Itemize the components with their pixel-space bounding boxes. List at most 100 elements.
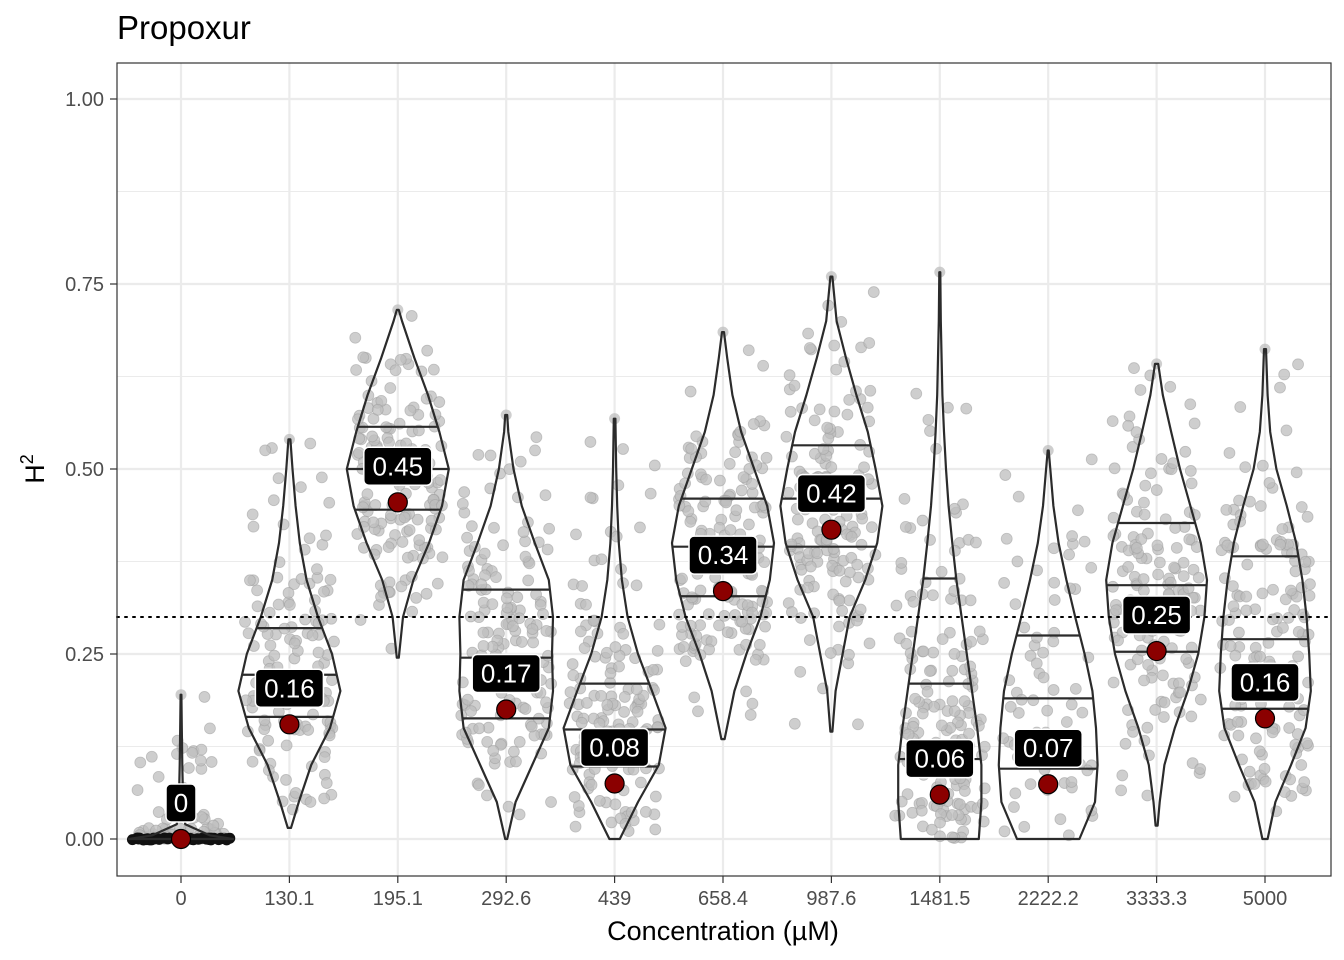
jitter-point (1250, 732, 1262, 745)
jitter-point (1150, 484, 1163, 496)
jitter-point (1138, 496, 1150, 509)
jitter-point (1253, 745, 1266, 758)
jitter-point (639, 806, 652, 818)
jitter-point (283, 599, 296, 611)
jitter-point (420, 587, 433, 600)
jitter-point (1152, 568, 1165, 581)
jitter-point (303, 532, 316, 545)
x-tick-label: 439 (598, 888, 631, 910)
jitter-point (306, 629, 319, 642)
jitter-point (856, 512, 869, 525)
jitter-point (541, 543, 554, 556)
jitter-point (264, 639, 277, 652)
jitter-point (526, 623, 539, 635)
jitter-point (1243, 765, 1256, 778)
jitter-point (677, 640, 690, 653)
jitter-point (500, 592, 513, 605)
jitter-point (788, 717, 801, 730)
jitter-point (604, 667, 617, 680)
jitter-point (634, 521, 646, 534)
jitter-point (576, 580, 588, 592)
jitter-point (272, 472, 285, 485)
y-axis-label-superscript: 2 (17, 454, 37, 464)
jitter-point (924, 665, 936, 677)
median-label-box (471, 653, 541, 694)
jitter-point (1107, 676, 1120, 689)
jitter-point (584, 491, 597, 504)
jitter-point (394, 353, 407, 366)
jitter-point (746, 606, 759, 619)
jitter-point (1292, 650, 1305, 663)
jitter-point (861, 401, 874, 414)
median-label-text: 0.34 (698, 540, 749, 570)
jitter-point (802, 327, 815, 340)
jitter-point (735, 484, 748, 497)
median-label: 0.07 (1013, 728, 1083, 768)
jitter-point (280, 739, 293, 752)
jitter-point (403, 524, 416, 536)
jitter-point (794, 665, 807, 678)
jitter-point (828, 405, 841, 418)
jitter-point (575, 716, 588, 729)
jitter-point (927, 646, 940, 659)
x-tick-label: 5000 (1243, 888, 1288, 910)
median-label: 0.08 (579, 727, 650, 768)
jitter-point (383, 436, 395, 449)
jitter-point (749, 653, 762, 666)
jitter-point (843, 594, 856, 607)
jitter-point (433, 396, 446, 408)
median-label-box (579, 727, 650, 768)
jitter-point (612, 479, 625, 492)
chart-title: Propoxur (117, 9, 251, 46)
jitter-point (545, 796, 557, 808)
jitter-point (593, 717, 606, 730)
jitter-point (813, 403, 826, 416)
jitter-point (676, 572, 688, 585)
jitter-point (948, 648, 961, 660)
jitter-point (1170, 541, 1183, 554)
jitter-point (299, 613, 312, 626)
x-tick-label: 658.4 (698, 888, 748, 910)
jitter-point (618, 691, 631, 703)
jitter-point (1106, 415, 1119, 428)
jitter-point (1137, 584, 1150, 597)
jitter-point (198, 691, 211, 703)
y-tick-label: 0.50 (65, 459, 104, 481)
jitter-point (1228, 790, 1241, 803)
jitter-point (366, 430, 379, 443)
jitter-point (700, 473, 713, 486)
jitter-point (525, 720, 538, 733)
jitter-point (527, 636, 540, 649)
jitter-point (477, 640, 490, 652)
median-point (929, 784, 950, 805)
x-tick-label: 987.6 (806, 888, 856, 910)
jitter-point (867, 286, 880, 298)
jitter-point (1279, 593, 1292, 606)
jitter-point (320, 529, 332, 542)
jitter-point (475, 578, 488, 591)
median-point (604, 773, 625, 794)
median-label-text: 0.16 (264, 673, 315, 703)
jitter-point (1285, 584, 1297, 597)
jitter-point (507, 745, 520, 758)
jitter-point (574, 625, 587, 638)
jitter-point (685, 442, 698, 455)
jitter-point (522, 574, 535, 587)
jitter-point (244, 574, 256, 587)
jitter-point (510, 755, 522, 768)
jitter-point (965, 635, 977, 648)
jitter-point (1292, 625, 1305, 638)
median-label-box (1230, 662, 1300, 703)
jitter-point (964, 594, 977, 607)
jitter-point (1256, 538, 1269, 551)
jitter-point (973, 625, 986, 638)
jitter-point (960, 402, 973, 415)
jitter-point (757, 359, 770, 372)
jitter-point (307, 708, 319, 721)
jitter-point (1085, 561, 1098, 574)
jitter-point (1302, 676, 1315, 689)
jitter-point (320, 777, 333, 789)
jitter-point (721, 626, 734, 639)
violin-outline (997, 449, 1099, 841)
jitter-point (519, 550, 532, 563)
